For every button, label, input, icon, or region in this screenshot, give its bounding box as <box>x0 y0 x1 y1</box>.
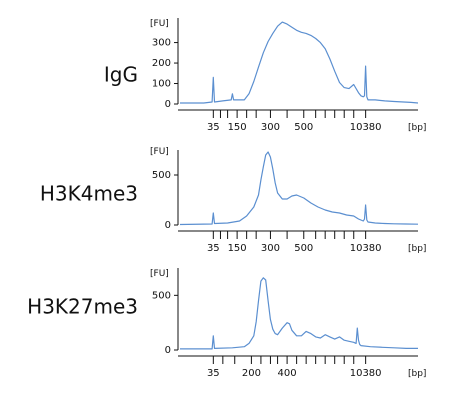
y-tick-label: 100 <box>152 79 171 90</box>
x-tick-label: 200 <box>242 368 261 379</box>
x-tick-label: 35 <box>207 122 220 133</box>
sample-label: H3K4me3 <box>40 182 138 206</box>
x-tick-label: 300 <box>261 122 280 133</box>
x-unit-label: [bp] <box>408 244 426 254</box>
y-tick-label: 300 <box>152 38 171 49</box>
x-tick-label: 35 <box>207 368 220 379</box>
y-unit-label: [FU] <box>150 269 169 279</box>
y-tick-label: 500 <box>152 170 171 181</box>
fluorescence-trace <box>180 277 418 350</box>
y-unit-label: [FU] <box>150 19 169 29</box>
x-unit-label: [bp] <box>408 369 426 379</box>
sample-label: H3K27me3 <box>27 295 138 319</box>
x-tick-label: 400 <box>278 368 297 379</box>
x-tick-label: 10380 <box>350 368 382 379</box>
y-tick-label: 200 <box>152 58 171 69</box>
panel-1: IgG [FU] 0 100 200 300 35 150 300 500 10380 [bp] <box>104 18 426 133</box>
x-tick-label: 150 <box>228 243 247 254</box>
y-tick-label: 0 <box>165 99 171 110</box>
y-tick-label: 500 <box>152 290 171 301</box>
x-tick-label: 300 <box>261 243 280 254</box>
panel-3: H3K27me3 [FU] 0 500 35 200 400 10380 [bp] <box>27 268 426 379</box>
y-tick-label: 0 <box>165 345 171 356</box>
x-tick-label: 35 <box>207 243 220 254</box>
panel-2: H3K4me3 [FU] 0 500 35 150 300 500 10380 [bp] <box>40 147 427 254</box>
x-unit-label: [bp] <box>408 123 426 133</box>
x-tick-label: 500 <box>294 243 313 254</box>
y-unit-label: [FU] <box>150 147 169 157</box>
x-tick-label: 500 <box>294 122 313 133</box>
fluorescence-trace <box>180 21 419 104</box>
fluorescence-trace <box>179 151 419 226</box>
x-tick-label: 10380 <box>350 243 382 254</box>
x-tick-label: 150 <box>228 122 247 133</box>
sample-label: IgG <box>104 63 138 87</box>
x-tick-label: 10380 <box>350 122 382 133</box>
y-tick-label: 0 <box>165 220 171 231</box>
